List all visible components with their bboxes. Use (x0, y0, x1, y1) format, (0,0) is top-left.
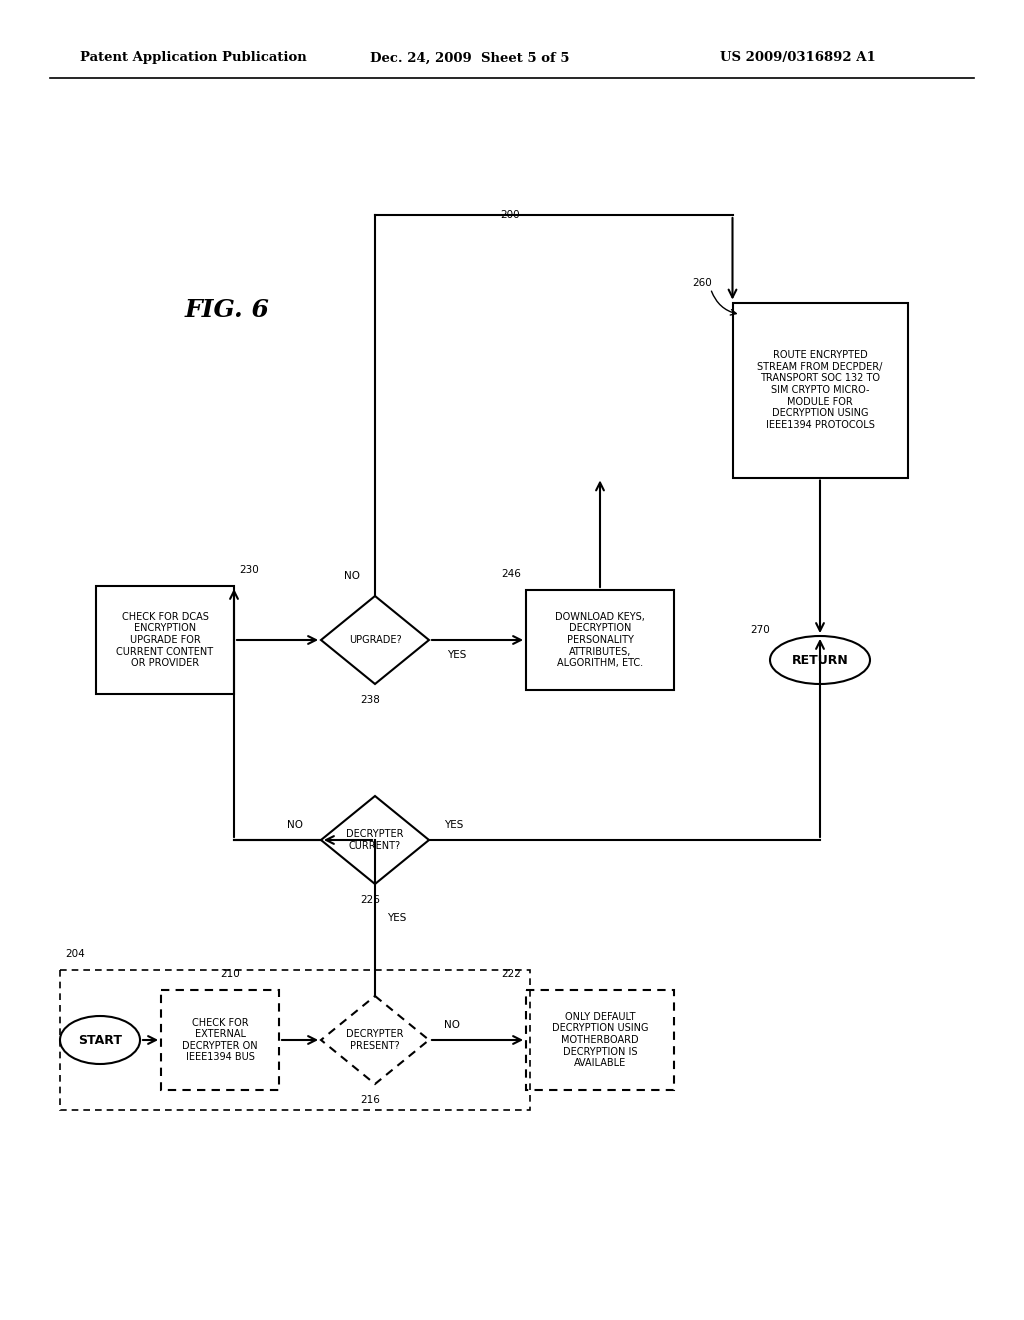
Bar (161, 990, 279, 1090)
Text: 260: 260 (692, 277, 713, 288)
Text: NO: NO (444, 1020, 460, 1030)
Text: 210: 210 (220, 969, 240, 979)
Text: YES: YES (444, 820, 464, 830)
Text: UPGRADE?: UPGRADE? (349, 635, 401, 645)
Text: 200: 200 (500, 210, 520, 220)
Text: CHECK FOR
EXTERNAL
DECRYPTER ON
IEEE1394 BUS: CHECK FOR EXTERNAL DECRYPTER ON IEEE1394… (182, 1018, 258, 1063)
Text: Dec. 24, 2009  Sheet 5 of 5: Dec. 24, 2009 Sheet 5 of 5 (370, 51, 569, 65)
Text: US 2009/0316892 A1: US 2009/0316892 A1 (720, 51, 876, 65)
Text: CHECK FOR DCAS
ENCRYPTION
UPGRADE FOR
CURRENT CONTENT
OR PROVIDER: CHECK FOR DCAS ENCRYPTION UPGRADE FOR CU… (117, 611, 214, 668)
Text: 246: 246 (501, 569, 521, 579)
Text: NO: NO (344, 572, 360, 581)
Text: 216: 216 (360, 1096, 380, 1105)
Text: YES: YES (387, 913, 407, 923)
Text: ONLY DEFAULT
DECRYPTION USING
MOTHERBOARD
DECRYPTION IS
AVAILABLE: ONLY DEFAULT DECRYPTION USING MOTHERBOAR… (552, 1012, 648, 1068)
Text: 226: 226 (360, 895, 380, 906)
Text: FIG. 6: FIG. 6 (185, 298, 270, 322)
Bar (526, 590, 674, 690)
Text: DECRYPTER
CURRENT?: DECRYPTER CURRENT? (346, 829, 403, 851)
Bar (96, 586, 234, 694)
Text: DECRYPTER
PRESENT?: DECRYPTER PRESENT? (346, 1030, 403, 1051)
Text: 238: 238 (360, 696, 380, 705)
Text: START: START (78, 1034, 122, 1047)
Text: 230: 230 (239, 565, 259, 576)
Bar (732, 302, 907, 478)
Text: 204: 204 (65, 949, 85, 960)
Bar (60, 970, 530, 1110)
Text: DOWNLOAD KEYS,
DECRYPTION
PERSONALITY
ATTRIBUTES,
ALGORITHM, ETC.: DOWNLOAD KEYS, DECRYPTION PERSONALITY AT… (555, 611, 645, 668)
Text: YES: YES (447, 649, 466, 660)
Text: 270: 270 (750, 624, 770, 635)
Text: RETURN: RETURN (792, 653, 848, 667)
Text: Patent Application Publication: Patent Application Publication (80, 51, 307, 65)
Bar (526, 990, 674, 1090)
Text: 222: 222 (501, 969, 521, 979)
Text: NO: NO (287, 820, 303, 830)
Text: ROUTE ENCRYPTED
STREAM FROM DECPDER/
TRANSPORT SOC 132 TO
SIM CRYPTO MICRO-
MODU: ROUTE ENCRYPTED STREAM FROM DECPDER/ TRA… (758, 350, 883, 430)
